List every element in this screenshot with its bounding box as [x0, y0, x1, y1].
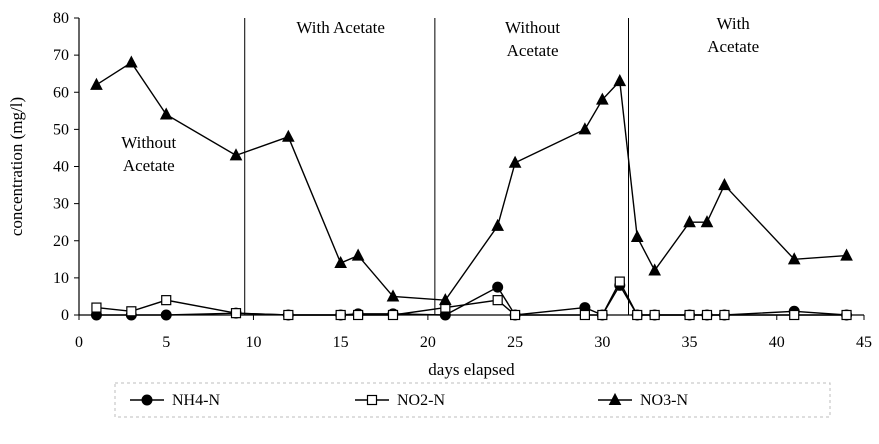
x-tick-label: 45 — [856, 334, 872, 351]
y-axis-title: concentration (mg/l) — [7, 97, 26, 236]
data-point-no3-n — [334, 255, 347, 269]
y-tick-label: 50 — [53, 121, 69, 138]
data-point-no3-n — [491, 218, 504, 231]
data-point-no2-n — [614, 276, 625, 287]
phase-annotation: With Acetate — [296, 18, 385, 37]
x-tick-label: 25 — [507, 334, 523, 351]
data-point-nh4-n — [160, 309, 172, 321]
y-tick-label: 60 — [53, 84, 69, 101]
data-point-no2-n — [161, 295, 172, 306]
data-point-no2-n — [719, 309, 730, 321]
data-point-no3-n — [630, 229, 644, 243]
x-axis-title: days elapsed — [428, 360, 515, 379]
legend-box — [114, 382, 831, 418]
y-tick-label: 20 — [53, 233, 69, 250]
data-point-no2-n — [492, 295, 503, 306]
data-point-no2-n — [632, 309, 643, 321]
plot-area: 0 10 20 30 40 50 60 70 80 0 5 10 15 20 25 30 35 40 45 Witho… — [53, 10, 872, 351]
x-tick-label: 5 — [162, 334, 170, 351]
series-line-no2-n — [96, 280, 847, 316]
phase-annotation: Without — [121, 133, 176, 152]
x-tick-label: 20 — [420, 334, 436, 351]
data-point-no2-n — [335, 309, 346, 321]
data-point-no2-n — [230, 308, 242, 319]
y-tick-label: 80 — [53, 10, 69, 27]
data-point-no2-n — [579, 309, 590, 321]
data-point-no3-n — [596, 92, 609, 105]
series-line-nh4-n — [96, 283, 847, 316]
data-point-no3-n — [282, 129, 295, 142]
x-tick-label: 30 — [594, 334, 610, 351]
data-point-no2-n — [841, 309, 852, 321]
x-tick-label: 35 — [682, 334, 698, 351]
data-point-no2-n — [353, 309, 364, 321]
y-tick-label: 30 — [53, 196, 69, 213]
x-tick-label: 0 — [75, 334, 83, 351]
phase-annotation: Acetate — [123, 156, 175, 175]
data-point-no3-n — [700, 215, 714, 228]
series-line-no3-n — [96, 61, 847, 301]
data-point-no3-n — [229, 148, 243, 161]
legend-marker-nh4-n — [141, 394, 153, 406]
data-point-no3-n — [578, 122, 592, 135]
data-point-no3-n — [386, 289, 400, 302]
y-tick-label: 0 — [61, 307, 69, 324]
phase-annotation: With — [717, 14, 751, 33]
phase-annotation: Without — [505, 18, 560, 37]
data-point-no2-n — [387, 309, 399, 321]
legend: NH4-N NO2-N NO3-N — [114, 382, 831, 418]
x-tick-label: 10 — [245, 334, 261, 351]
data-point-no3-n — [613, 74, 627, 87]
data-point-no3-n — [508, 155, 522, 168]
data-point-nh4-n — [492, 281, 504, 293]
data-point-no3-n — [648, 263, 661, 276]
data-point-no3-n — [159, 107, 173, 120]
legend-marker-no2-n — [366, 394, 378, 406]
legend-label-no3-n: NO3-N — [640, 392, 688, 409]
legend-marker-no3-n — [608, 392, 622, 405]
data-point-no3-n — [840, 248, 853, 261]
data-point-no3-n — [125, 55, 138, 68]
x-tick-label: 15 — [333, 334, 349, 351]
data-point-no3-n — [718, 177, 731, 191]
data-point-no2-n — [597, 309, 608, 321]
data-point-no3-n — [683, 215, 696, 228]
data-point-no3-n — [90, 77, 103, 90]
x-tick-label: 40 — [769, 334, 785, 351]
data-point-no3-n — [439, 293, 452, 306]
y-tick-label: 70 — [53, 47, 69, 64]
data-point-no2-n — [684, 309, 695, 321]
data-point-no2-n — [126, 306, 137, 317]
phase-annotation: Acetate — [707, 37, 759, 56]
legend-label-no2-n: NO2-N — [397, 392, 445, 409]
phase-annotation: Acetate — [507, 41, 559, 60]
data-point-no3-n — [787, 252, 801, 265]
legend-label-nh4-n: NH4-N — [172, 392, 220, 409]
axes: concentration (mg/l) days elapsed — [7, 97, 515, 379]
data-point-no2-n — [701, 309, 713, 321]
y-tick-label: 10 — [53, 270, 69, 287]
data-point-no2-n — [510, 309, 521, 321]
data-point-no2-n — [649, 309, 660, 321]
data-point-no3-n — [351, 248, 365, 261]
data-point-no2-n — [91, 302, 102, 313]
data-point-no2-n — [789, 309, 800, 321]
data-point-no2-n — [283, 309, 294, 321]
y-tick-label: 40 — [53, 159, 69, 176]
